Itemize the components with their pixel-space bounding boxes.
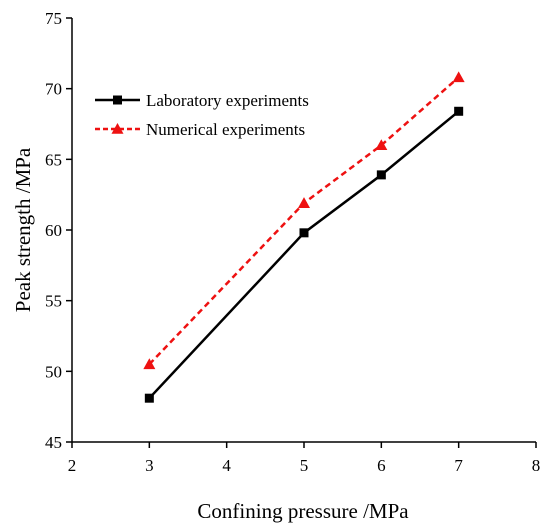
x-tick-label: 8 xyxy=(532,456,541,475)
x-axis-ticks: 2 3 4 5 6 7 8 xyxy=(68,442,541,475)
legend-label: Numerical experiments xyxy=(146,120,305,139)
legend-label: Laboratory experiments xyxy=(146,91,309,110)
data-point xyxy=(375,139,388,150)
y-tick-label: 75 xyxy=(45,9,62,28)
series-layer xyxy=(143,71,465,403)
legend-entry: Numerical experiments xyxy=(95,120,305,139)
legend: Laboratory experiments Numerical experime… xyxy=(95,91,309,139)
data-point xyxy=(452,71,465,83)
data-point xyxy=(143,358,156,370)
legend-marker xyxy=(111,123,124,134)
y-tick-label: 65 xyxy=(45,150,62,169)
series-line xyxy=(148,76,460,366)
y-tick-label: 50 xyxy=(45,362,62,381)
data-point xyxy=(376,170,386,180)
x-tick-label: 7 xyxy=(454,456,463,475)
y-axis-ticks: 45 50 55 60 65 70 75 xyxy=(45,9,72,452)
legend-entry: Laboratory experiments xyxy=(95,91,309,110)
x-axis-title: Confining pressure /MPa xyxy=(197,499,409,523)
series-line xyxy=(148,110,460,400)
legend-marker xyxy=(113,95,122,105)
x-tick-label: 5 xyxy=(300,456,309,475)
x-tick-label: 4 xyxy=(222,456,231,475)
y-tick-label: 45 xyxy=(45,433,62,452)
series-2 xyxy=(143,71,465,370)
x-tick-label: 6 xyxy=(377,456,386,475)
x-tick-label: 3 xyxy=(145,456,154,475)
data-point xyxy=(454,106,464,116)
data-point xyxy=(144,393,154,403)
y-tick-label: 60 xyxy=(45,221,62,240)
y-tick-label: 70 xyxy=(45,80,62,99)
y-tick-label: 55 xyxy=(45,292,62,311)
x-tick-label: 2 xyxy=(68,456,77,475)
data-point xyxy=(298,197,310,208)
y-axis-title: Peak strength /MPa xyxy=(11,147,35,312)
data-point xyxy=(299,228,309,238)
series-1 xyxy=(144,106,464,403)
